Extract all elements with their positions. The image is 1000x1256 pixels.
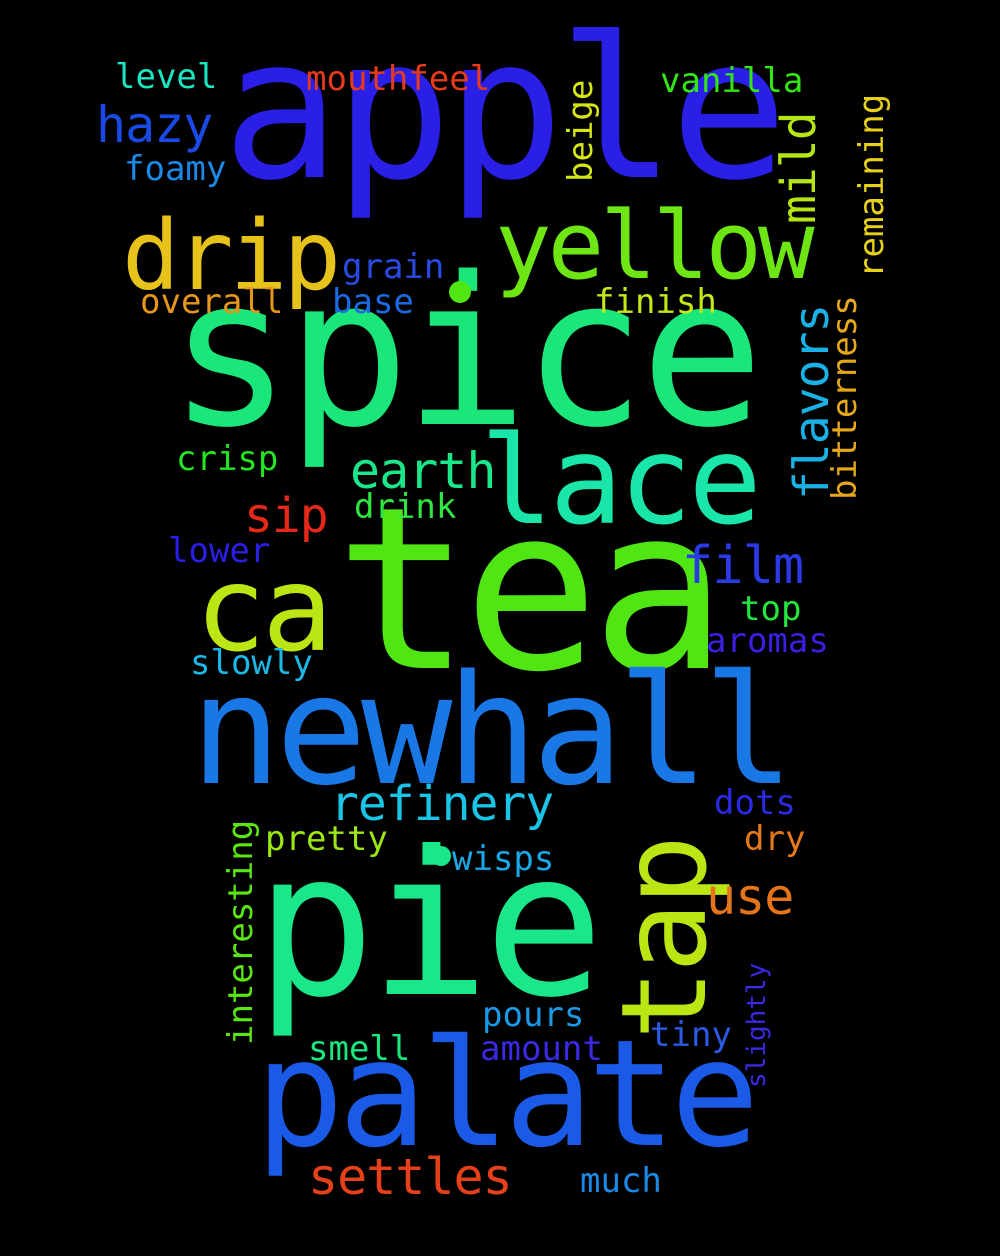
dot-mark-green	[449, 281, 471, 303]
word-wisps: wisps	[452, 839, 555, 879]
word-refinery: refinery	[330, 776, 554, 832]
word-mouthfeel: mouthfeel	[306, 59, 491, 99]
word-newhall: newhall	[190, 642, 795, 819]
word-base: base	[332, 282, 414, 322]
word-earth: earth	[350, 442, 497, 500]
word-film: film	[682, 536, 804, 596]
word-ca: ca	[195, 540, 333, 678]
word-aromas: aromas	[706, 621, 829, 661]
word-palate: palate	[255, 1008, 760, 1180]
word-remaining: remaining	[852, 93, 892, 278]
dot-mark-green2	[431, 846, 451, 866]
word-drip: drip	[122, 200, 341, 312]
word-tiny: tiny	[650, 1015, 732, 1055]
word-hazy: hazy	[96, 96, 213, 154]
word-level: level	[115, 57, 218, 97]
word-sip: sip	[244, 488, 329, 544]
word-overall: overall	[140, 282, 284, 322]
word-finish: finish	[594, 282, 717, 322]
word-dry: dry	[744, 819, 806, 859]
word-tea: tea	[335, 459, 727, 722]
word-interesting: interesting	[221, 819, 261, 1045]
word-use: use	[706, 868, 794, 926]
word-pie: pie	[255, 809, 604, 1042]
word-bitterness: bitterness	[825, 295, 865, 500]
word-yellow: yellow	[495, 192, 815, 301]
word-mild: mild	[771, 112, 827, 224]
word-much: much	[580, 1161, 662, 1201]
word-top: top	[740, 589, 802, 629]
word-settles: settles	[308, 1148, 513, 1206]
word-pretty: pretty	[265, 819, 388, 859]
word-lower: lower	[168, 531, 271, 571]
word-crisp: crisp	[176, 439, 279, 479]
word-grain: grain	[342, 247, 445, 287]
word-dots: dots	[714, 783, 796, 823]
word-drink: drink	[354, 487, 457, 527]
word-beige: beige	[561, 79, 601, 182]
word-amount: amount	[480, 1029, 603, 1069]
word-slightly: slightly	[742, 962, 772, 1088]
word-apple: apple	[222, 0, 788, 224]
word-pours: pours	[482, 995, 585, 1035]
word-foamy: foamy	[124, 149, 227, 189]
word-lace: lace	[480, 410, 762, 552]
word-smell: smell	[308, 1029, 411, 1069]
word-vanilla: vanilla	[660, 61, 804, 101]
word-slowly: slowly	[190, 643, 313, 683]
